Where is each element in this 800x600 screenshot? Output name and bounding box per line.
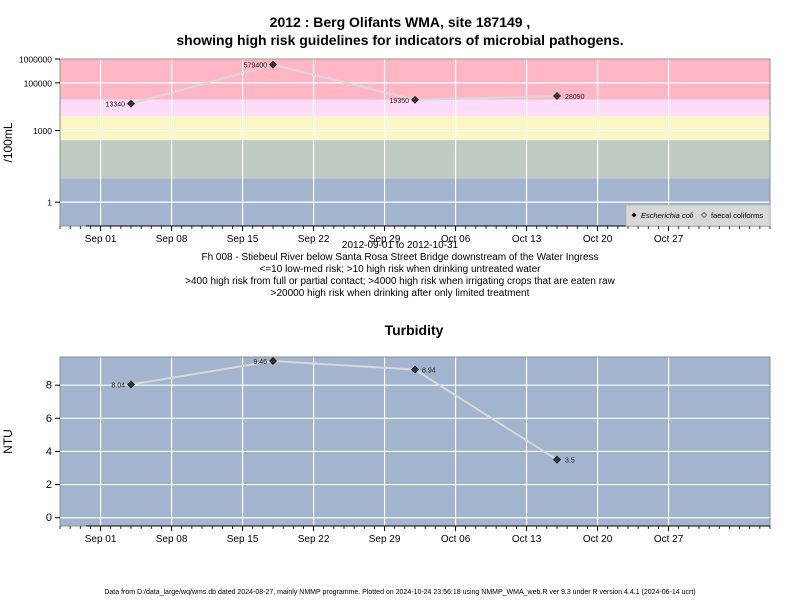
legend-open-diamond-icon	[701, 212, 707, 218]
turbidity-plot-background	[60, 357, 770, 526]
turbidity-x-axis: Sep 01 Sep 08 Sep 15 Sep 22 Sep 29 Oct 06 Oct …	[59, 525, 771, 545]
x-tick-label: Oct 06	[441, 534, 471, 545]
microbial-chart: Sep 01 Sep 08 Sep 15 Sep 22 Sep 29 Oct 06 Oct …	[1, 55, 771, 245]
guideline-band	[60, 59, 770, 100]
y-tick-label: 1000	[33, 126, 52, 136]
data-point	[553, 455, 561, 464]
y-tick-label: 8	[46, 380, 52, 392]
x-tick-label: Sep 29	[369, 234, 401, 245]
microbial-legend: Escherichia coli faecal coliforms	[625, 204, 771, 227]
data-point	[269, 60, 277, 69]
guideline-caption-3: >20000 high risk when drinking after onl…	[270, 288, 530, 299]
site-description-caption: Fh 008 - Stiebeul River below Santa Rosa…	[201, 252, 599, 263]
y-tick-label: 0	[46, 512, 52, 524]
turbidity-title: Turbidity	[385, 322, 444, 338]
x-tick-label: Sep 22	[298, 234, 330, 245]
x-tick-label: Sep 01	[85, 234, 117, 245]
x-tick-label: Oct 27	[654, 234, 684, 245]
data-label: 19350	[390, 98, 410, 105]
legend-label-escherichia-coli: Escherichia coli	[641, 211, 693, 220]
data-point	[127, 99, 135, 108]
y-tick-label: 100000	[24, 78, 53, 88]
y-tick-label: 4	[46, 446, 52, 458]
y-tick-label: 2	[46, 479, 52, 491]
chart-title-line-2: showing high risk guidelines for indicat…	[176, 32, 624, 48]
data-label: 8.94	[422, 368, 436, 375]
legend-box	[625, 204, 771, 227]
data-point	[269, 357, 277, 365]
data-label: 13340	[106, 102, 126, 109]
data-label: 8.04	[111, 383, 125, 390]
footer-note: Data from D:/data_large/wq/wms.db dated …	[104, 589, 696, 596]
guideline-band	[60, 116, 770, 141]
guideline-bands	[60, 59, 770, 226]
microbial-y-axis: 1 1000 100000 1000000	[19, 55, 60, 208]
x-tick-label: Sep 15	[227, 234, 259, 245]
series-line	[130, 359, 558, 461]
x-tick-label: Oct 27	[654, 534, 684, 545]
x-tick-label: Oct 13	[512, 234, 542, 245]
guideline-caption-1: <=10 low-med risk; >10 high risk when dr…	[259, 264, 541, 275]
turbidity-chart: Turbidity Sep 01 Sep 08 Sep 15 Sep 22 Sep 29…	[1, 322, 771, 545]
chart-title-line-1: 2012 : Berg Olifants WMA, site 187149 ,	[269, 14, 531, 30]
microbial-y-axis-label: /100mL	[1, 122, 15, 162]
data-label: 579400	[244, 63, 267, 70]
x-tick-label: Sep 15	[227, 534, 259, 545]
x-tick-label: Sep 08	[156, 234, 188, 245]
y-tick-label: 1000000	[19, 55, 52, 65]
data-label: 9.46	[253, 359, 267, 366]
x-tick-label: Sep 01	[85, 534, 117, 545]
legend-filled-diamond-icon	[631, 212, 637, 218]
legend-label-faecal-coliforms: faecal coliforms	[711, 211, 763, 220]
x-tick-label: Sep 22	[298, 534, 330, 545]
x-tick-label: Sep 29	[369, 534, 401, 545]
x-tick-label: Oct 13	[512, 534, 542, 545]
guideline-caption-2: >400 high risk from full or partial cont…	[185, 276, 615, 287]
y-tick-label: 1	[47, 198, 52, 208]
x-tick-label: Oct 06	[441, 234, 471, 245]
turbidity-y-axis-label: NTU	[1, 429, 15, 454]
date-range-caption: 2012-09-01 to 2012-10-31	[341, 240, 459, 251]
y-tick-label: 6	[46, 413, 52, 425]
data-point	[411, 95, 419, 104]
data-point	[411, 365, 419, 374]
x-tick-label: Oct 20	[583, 534, 613, 545]
turbidity-series: 8.04 9.46 8.94 3.5	[111, 357, 575, 465]
guideline-band	[60, 99, 770, 117]
x-tick-label: Oct 20	[583, 234, 613, 245]
data-label: 28090	[565, 94, 585, 101]
turbidity-y-axis: 0 2 4 6 8	[46, 380, 60, 524]
data-point	[553, 92, 561, 100]
series-line	[130, 63, 558, 105]
data-label: 3.5	[565, 458, 575, 465]
microbial-series: 13340 579400 19350 28090	[106, 60, 585, 109]
guideline-band	[60, 140, 770, 179]
data-point	[127, 380, 135, 389]
turbidity-grid	[60, 357, 770, 526]
x-tick-label: Sep 08	[156, 534, 188, 545]
